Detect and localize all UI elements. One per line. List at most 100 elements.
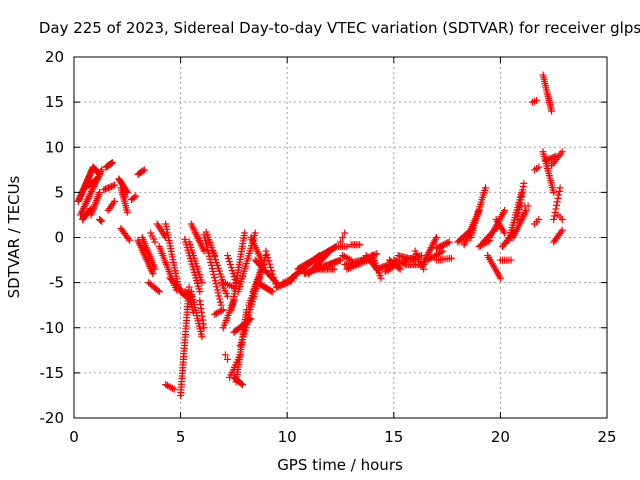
- data-point: [373, 250, 381, 258]
- data-point: [175, 285, 183, 293]
- data-point: [267, 287, 275, 295]
- data-point: [541, 157, 549, 165]
- data-point: [196, 297, 204, 305]
- data-point: [267, 263, 275, 271]
- data-point: [107, 182, 115, 190]
- data-point: [98, 217, 106, 225]
- data-point: [199, 320, 207, 328]
- data-point: [198, 279, 206, 287]
- data-point: [111, 197, 119, 205]
- data-point: [216, 298, 224, 306]
- data-point: [266, 260, 274, 268]
- data-point: [83, 198, 91, 206]
- data-point: [98, 166, 106, 174]
- data-point: [207, 261, 215, 269]
- data-point: [219, 306, 227, 314]
- chart-title: Day 225 of 2023, Sidereal Day-to-day VTE…: [39, 19, 640, 37]
- data-point: [238, 381, 246, 389]
- data-point: [501, 206, 509, 214]
- data-point: [229, 270, 237, 278]
- data-point: [553, 198, 561, 206]
- data-point: [555, 187, 563, 195]
- data-point: [210, 274, 218, 282]
- data-point: [202, 240, 210, 248]
- data-point: [124, 235, 132, 243]
- y-tick-label: -15: [40, 364, 65, 382]
- data-point: [326, 247, 334, 255]
- data-point: [543, 156, 551, 164]
- data-point: [224, 355, 232, 363]
- data-point: [271, 277, 279, 285]
- data-point: [85, 193, 93, 201]
- data-point: [199, 316, 207, 324]
- axis-ticks: [73, 56, 608, 419]
- data-point: [432, 235, 440, 243]
- data-point: [103, 184, 111, 192]
- x-tick-label: 5: [176, 428, 186, 446]
- data-points: [74, 71, 566, 399]
- data-point: [337, 238, 344, 246]
- data-point: [212, 280, 220, 288]
- data-point: [224, 255, 232, 263]
- data-point: [95, 171, 103, 179]
- data-point: [224, 252, 232, 260]
- data-point: [431, 237, 439, 245]
- data-point: [238, 336, 246, 344]
- data-point: [343, 243, 351, 251]
- data-point: [426, 247, 434, 255]
- data-point: [132, 192, 140, 200]
- data-point: [185, 283, 193, 291]
- data-point: [198, 333, 206, 341]
- data-point: [125, 236, 133, 244]
- data-point: [111, 181, 119, 189]
- data-point: [76, 211, 84, 219]
- data-point: [520, 179, 528, 187]
- data-point: [558, 148, 566, 156]
- data-point: [224, 292, 232, 300]
- data-point: [228, 267, 236, 275]
- data-point: [550, 215, 558, 223]
- data-point: [214, 289, 222, 297]
- data-point: [97, 167, 105, 175]
- data-point: [444, 239, 452, 247]
- data-point: [337, 256, 344, 264]
- data-point: [87, 189, 95, 197]
- data-point: [341, 229, 349, 237]
- data-point: [150, 235, 158, 243]
- data-point: [429, 240, 437, 248]
- data-point: [170, 385, 178, 393]
- y-tick-label: -10: [40, 319, 65, 337]
- data-point: [154, 286, 162, 294]
- x-tick-label: 20: [491, 428, 510, 446]
- y-tick-label: 15: [45, 93, 64, 111]
- data-point: [445, 238, 453, 246]
- data-point: [80, 204, 88, 212]
- data-point: [96, 169, 104, 177]
- data-point: [420, 265, 428, 273]
- data-point: [395, 264, 403, 272]
- data-point: [151, 265, 159, 273]
- data-point: [139, 167, 147, 175]
- data-point: [216, 295, 224, 303]
- data-point: [96, 188, 104, 196]
- data-point: [215, 292, 223, 300]
- data-point: [101, 185, 109, 193]
- data-point: [227, 264, 235, 272]
- data-point: [348, 263, 356, 271]
- data-point: [121, 193, 129, 201]
- x-tick-label: 10: [278, 428, 297, 446]
- data-point: [106, 183, 114, 191]
- data-point: [236, 342, 244, 350]
- x-axis-label: GPS time / hours: [277, 456, 403, 474]
- data-point: [547, 154, 555, 162]
- data-point: [149, 270, 157, 278]
- data-point: [544, 155, 552, 163]
- data-point: [151, 238, 159, 246]
- data-point: [80, 203, 88, 211]
- data-point: [240, 330, 248, 338]
- data-point: [218, 307, 226, 315]
- data-point: [354, 260, 362, 268]
- data-point: [87, 188, 95, 196]
- data-point: [100, 186, 108, 194]
- data-point: [241, 229, 249, 237]
